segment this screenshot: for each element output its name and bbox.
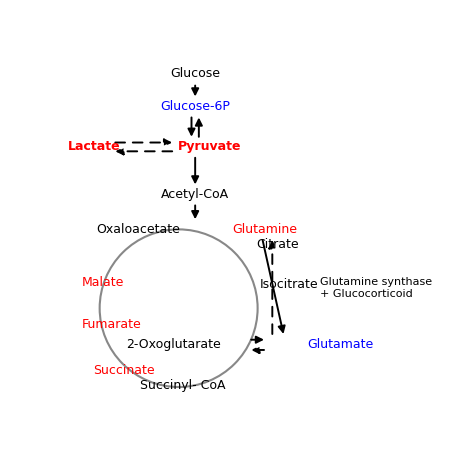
Text: 2-Oxoglutarate: 2-Oxoglutarate — [126, 338, 221, 351]
Text: Fumarate: Fumarate — [82, 318, 141, 331]
Text: Lactate: Lactate — [68, 140, 120, 153]
Text: Glutamine synthase
+ Glucocorticoid: Glutamine synthase + Glucocorticoid — [320, 277, 432, 299]
Text: Citrate: Citrate — [256, 238, 299, 250]
Text: Glucose: Glucose — [170, 67, 220, 80]
Text: Malate: Malate — [82, 276, 124, 289]
Text: Pyruvate: Pyruvate — [178, 140, 242, 153]
Text: Acetyl-CoA: Acetyl-CoA — [161, 188, 229, 201]
Text: Isocitrate: Isocitrate — [259, 278, 318, 291]
Text: Succinate: Succinate — [93, 364, 155, 377]
Text: Oxaloacetate: Oxaloacetate — [96, 223, 180, 236]
Text: Succinyl- CoA: Succinyl- CoA — [139, 378, 225, 392]
Text: Glutamine: Glutamine — [232, 223, 298, 236]
Text: Glucose-6P: Glucose-6P — [160, 100, 230, 113]
Text: Glutamate: Glutamate — [307, 338, 374, 351]
